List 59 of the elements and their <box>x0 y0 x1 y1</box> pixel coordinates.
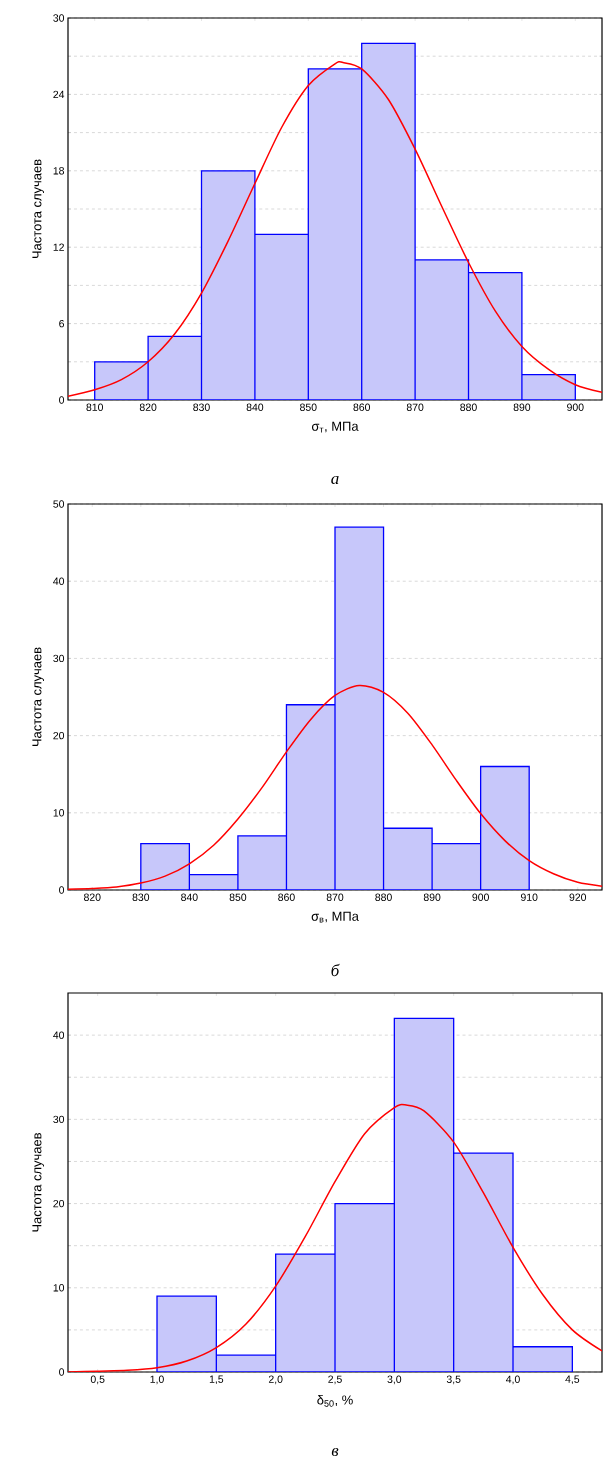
x-tick-label: 850 <box>300 403 317 411</box>
x-axis-title: σ$_{т}$, МПа <box>311 421 359 433</box>
y-tick-label: 30 <box>53 14 65 22</box>
x-tick-label: 3,5 <box>446 1375 461 1385</box>
y-tick-label: 6 <box>59 319 65 328</box>
y-axis-title: Частота случаев <box>32 1133 45 1232</box>
line-series <box>68 1103 603 1373</box>
x-tick-label: 810 <box>86 403 104 411</box>
y-tick-label: 18 <box>53 167 65 175</box>
x-tick-label: 1,5 <box>209 1375 224 1385</box>
y-tick-label: 30 <box>53 1115 65 1124</box>
y-tick-label: 0 <box>59 886 65 894</box>
x-tick-label: 4,5 <box>565 1375 580 1385</box>
x-tick-label: 870 <box>406 403 424 411</box>
x-tick-label: 870 <box>326 893 344 901</box>
y-tick-label: 10 <box>53 809 65 817</box>
y-tick-label: 12 <box>53 243 64 251</box>
x-tick-label: 860 <box>353 403 371 411</box>
x-tick-label: 840 <box>246 403 264 411</box>
y-tick-label: 0 <box>59 396 65 404</box>
y-tick-label: 24 <box>53 90 65 99</box>
y-tick-label: 40 <box>53 577 65 585</box>
x-tick-label: 900 <box>472 893 489 901</box>
y-tick-label: 50 <box>53 500 65 508</box>
text: а <box>331 475 339 485</box>
line-series <box>68 684 603 890</box>
x-tick-label: 840 <box>181 893 198 901</box>
x-tick-label: 1,0 <box>150 1375 164 1385</box>
y-tick-label: 40 <box>53 1031 65 1039</box>
y-axis-title: Частота случаев <box>32 159 45 259</box>
x-tick-label: 4,0 <box>505 1375 520 1385</box>
x-tick-label: 920 <box>569 893 587 901</box>
x-tick-label: 880 <box>375 893 392 901</box>
x-tick-label: 0,5 <box>90 1375 105 1385</box>
x-tick-label: 890 <box>423 893 441 901</box>
y-tick-label: 10 <box>53 1284 65 1292</box>
x-tick-label: 910 <box>520 893 538 901</box>
x-tick-label: 830 <box>193 403 210 411</box>
x-tick-label: 830 <box>132 893 150 901</box>
y-axis-title: Частота случаев <box>32 647 45 747</box>
x-tick-label: 890 <box>513 403 531 411</box>
y-tick-label: 20 <box>53 731 65 740</box>
x-tick-label: 900 <box>567 403 584 411</box>
x-tick-label: 820 <box>139 403 157 411</box>
x-tick-label: 820 <box>84 893 101 901</box>
text: в <box>331 1447 339 1457</box>
x-tick-label: 2,5 <box>328 1375 342 1385</box>
x-tick-label: 3,0 <box>387 1375 402 1385</box>
x-tick-label: 2,0 <box>268 1375 283 1385</box>
x-axis-title: δ$_{50}$, % <box>317 1395 353 1407</box>
x-tick-label: 860 <box>278 893 295 901</box>
text: б <box>331 963 340 977</box>
y-tick-label: 30 <box>53 654 65 663</box>
y-tick-label: 20 <box>53 1199 65 1208</box>
line-series <box>68 61 603 397</box>
x-axis-title: σ$_{в}$, МПа <box>311 911 359 923</box>
x-tick-label: 850 <box>229 893 247 901</box>
y-tick-label: 0 <box>59 1368 65 1376</box>
x-tick-label: 880 <box>460 403 477 411</box>
